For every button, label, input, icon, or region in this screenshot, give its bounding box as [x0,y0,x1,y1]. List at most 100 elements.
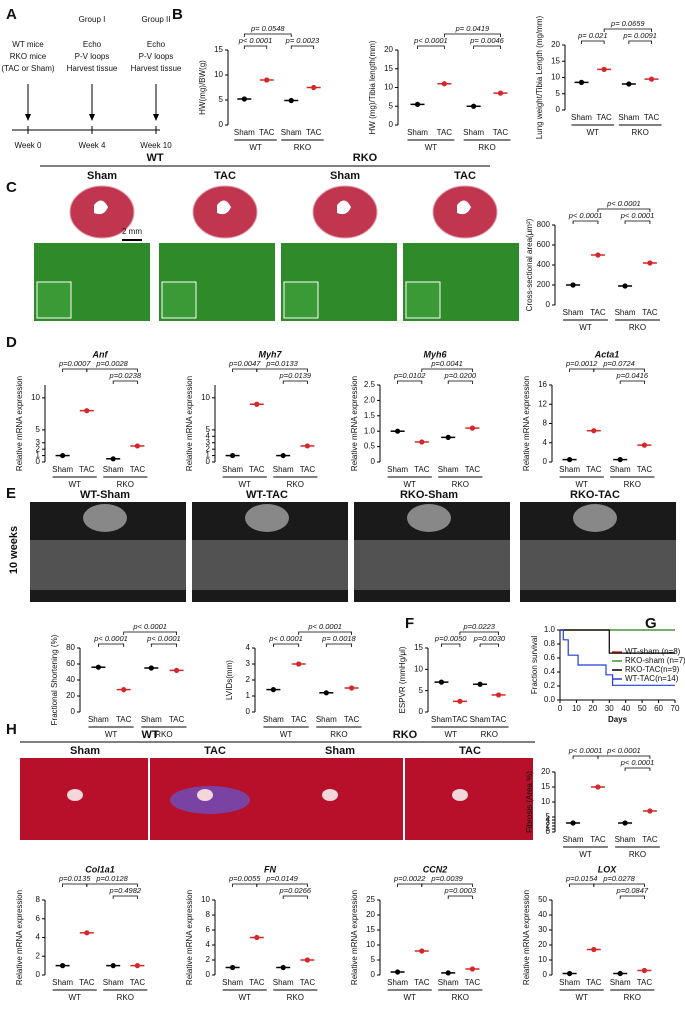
y-tick-label: 80 [66,643,75,652]
group-label: RKO [117,993,134,1002]
bracket [298,631,352,635]
mean-dot [647,808,653,814]
y-tick-label: 8 [543,419,548,428]
p-value: p= 0.0046 [469,36,504,45]
y-tick-label: 600 [537,240,551,249]
group-label: WT [425,143,438,152]
y-tick-label: 5 [219,95,224,104]
y-axis-label: Relative mRNA expression [15,890,24,985]
y-tick-label: 10 [214,70,223,79]
mean-dot [419,439,425,445]
bracket [624,220,651,224]
y-tick-label: 3 [206,438,211,447]
x-tick-label: TAC [491,715,507,724]
x-tick-label: Sham [141,715,162,724]
mean-dot [110,456,116,462]
bracket [619,380,645,384]
x-tick-label: Sham [88,715,109,724]
p-value: p=0.0266 [279,886,312,895]
mean-dot [230,964,236,971]
mean-dot [567,970,573,977]
x-tick-label: Sham [438,465,459,474]
panel-letter: B [172,6,183,23]
timeline-week: Week 4 [79,141,107,150]
y-axis-label: Fibrosis (Area %) [525,771,534,833]
p-value: p=0.0724 [602,359,635,368]
p-value: p= 0.0659 [610,19,645,28]
p-value: p=0.0200 [444,371,477,380]
y-tick-label: 0.6 [544,653,556,662]
mean-dot [641,967,648,974]
y-tick-label: 6 [206,925,211,934]
group-label: RKO [632,128,649,137]
vessel [67,789,83,801]
histology-image [405,758,533,840]
inset [405,281,441,319]
mean-dot [148,665,154,671]
y-tick-label: 2 [206,444,211,453]
x-tick-label: Sham [281,128,302,137]
survival-line [560,629,675,686]
mean-dot [270,687,276,693]
p-value: p=0.0149 [265,874,298,883]
group-label: RKO [330,730,347,739]
y-tick-label: 0 [389,120,394,129]
x-tick-label: TAC [116,715,132,724]
mean-dot [495,692,502,698]
y-tick-label: 60 [66,659,75,668]
x-tick-label: Sham [222,465,243,474]
bracket [98,643,125,647]
group-header: RKO [393,729,418,741]
y-tick-label: 8 [36,895,41,904]
p-value: p= 0.0018 [321,634,356,643]
bracket [447,895,473,899]
echo-inset [573,504,617,532]
p-value: p=0.0041 [430,359,463,368]
bracket [397,380,423,384]
x-tick-label: TAC [465,978,481,987]
timeline-text: Harvest tissue [67,64,118,73]
chart-title: FN [264,864,276,874]
p-value: p< 0.0001 [620,211,655,220]
mean-dot [570,282,576,288]
y-tick-label: 5 [389,101,394,110]
y-tick-label: 10 [551,73,560,82]
x-axis-label: Days [608,715,628,724]
p-value: p< 0.0001 [132,622,167,631]
mean-dot [601,66,607,72]
arrow-head [89,114,95,121]
group-label: WT [575,480,588,489]
mean-dot [419,948,425,954]
y-tick-label: 1 [546,824,551,833]
p-value: p=0.4982 [109,886,142,895]
timeline-text: P-V loops [75,52,110,61]
x-tick-label: Sham [387,978,408,987]
p-value: p=0.0154 [565,874,598,883]
y-tick-label: 20 [551,40,560,49]
echo-title: RKO-Sham [400,489,458,501]
mean-dot [591,946,597,953]
y-tick-label: 2 [546,821,551,830]
vessel [452,789,468,801]
y-tick-label: 0 [371,457,376,466]
fibrosis-patch [170,786,250,814]
y-tick-label: 15 [366,925,375,934]
y-tick-label: 25 [366,895,375,904]
bracket [290,45,315,49]
x-tick-label: TAC [586,465,602,474]
echo-band [520,540,676,590]
y-tick-label: 800 [537,220,551,229]
mean-dot [647,260,653,266]
x-tick-label: Sham [273,978,294,987]
x-tick-label: Sham [52,465,73,474]
p-value: p=0.0039 [430,874,463,883]
mean-dot [617,970,623,977]
timeline-week: Week 10 [140,141,172,150]
mean-dot [311,84,317,91]
bracket [597,755,651,759]
mean-dot [121,687,127,693]
side-label: 10 weeks [8,526,20,574]
y-axis-label: Relative mRNA expression [185,890,194,985]
x-tick-label: Sham [610,465,631,474]
bracket [232,368,258,372]
